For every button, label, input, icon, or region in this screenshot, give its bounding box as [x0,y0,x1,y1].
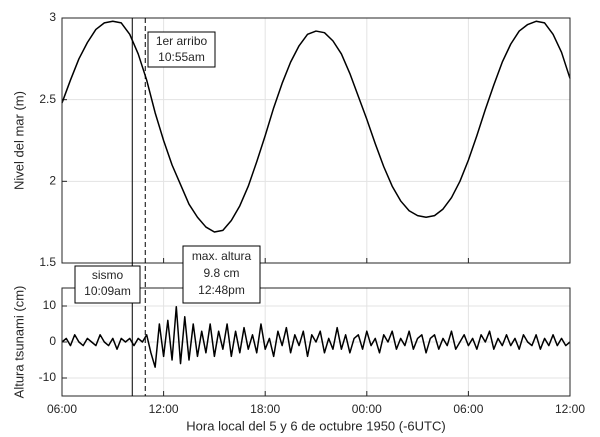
y-tick-label: -10 [39,370,57,384]
y-axis-label: Altura tsunami (cm) [11,286,26,399]
annotation-text: max. altura [192,249,252,263]
annotation-box [182,245,261,304]
x-tick-label: 12:00 [149,402,179,416]
x-tick-label: 00:00 [352,402,382,416]
data-line [61,20,571,233]
annotation-box [74,265,141,304]
annotation-text: 10:09am [84,284,131,298]
annotation-text: sismo [92,268,124,282]
annotation-text: 1er arribo [156,34,208,48]
y-tick-label: 2.5 [39,92,56,106]
axes-frame [61,17,571,264]
x-tick-label: 18:00 [250,402,280,416]
x-axis-label: Hora local del 5 y 6 de octubre 1950 (-6… [186,418,445,433]
annotation-text: 12:48pm [198,283,245,297]
annotation-box [147,31,216,68]
y-tick-label: 0 [49,334,56,348]
y-axis-label: Nivel del mar (m) [11,91,26,190]
annotation-text: 10:55am [158,50,205,64]
axes-frame [61,287,571,397]
y-tick-label: 1.5 [39,255,56,269]
y-tick-label: 2 [49,174,56,188]
y-tick-label: 3 [49,10,56,24]
x-tick-label: 06:00 [47,402,77,416]
y-tick-label: 10 [43,298,57,312]
x-tick-label: 12:00 [555,402,585,416]
data-line [61,305,571,368]
x-tick-label: 06:00 [453,402,483,416]
plot-area [62,18,570,263]
annotation-text: 9.8 cm [203,266,239,280]
